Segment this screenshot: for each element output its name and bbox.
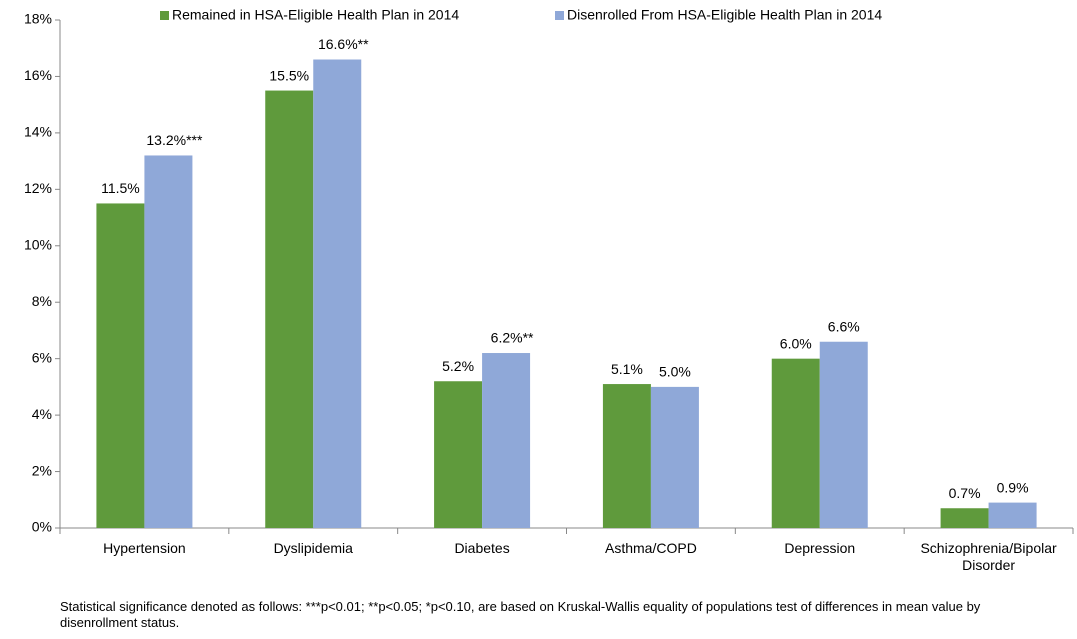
x-tick-label: Diabetes [454, 540, 510, 556]
data-label: 6.6% [828, 318, 860, 334]
x-tick-label: Depression [784, 540, 856, 556]
bar [602, 384, 651, 528]
y-tick-label: 10% [24, 236, 52, 252]
bar [482, 353, 531, 528]
data-label: 0.7% [949, 485, 981, 501]
data-label: 13.2%*** [146, 132, 203, 148]
legend-label: Remained in HSA-Eligible Health Plan in … [172, 7, 459, 23]
y-tick-label: 16% [24, 67, 52, 83]
bar [144, 155, 193, 528]
data-label: 0.9% [997, 479, 1029, 495]
x-tick-label: Dyslipidemia [273, 540, 353, 556]
bar [940, 508, 989, 528]
data-label: 6.2%** [491, 330, 534, 346]
data-label: 15.5% [269, 67, 309, 83]
data-label: 6.0% [780, 335, 812, 351]
data-label: 5.0% [659, 364, 691, 380]
bar [313, 59, 362, 529]
y-tick-label: 2% [32, 462, 52, 478]
bar [771, 358, 820, 528]
y-tick-label: 4% [32, 406, 52, 422]
data-label: 5.1% [611, 361, 643, 377]
y-tick-label: 0% [32, 519, 52, 535]
y-tick-label: 6% [32, 349, 52, 365]
data-label: 5.2% [442, 358, 474, 374]
legend-swatch [555, 11, 564, 20]
y-tick-label: 12% [24, 180, 52, 196]
bar [819, 341, 868, 528]
x-tick-label: Asthma/COPD [605, 540, 697, 556]
y-tick-label: 14% [24, 124, 52, 140]
legend-swatch [160, 11, 169, 20]
y-tick-label: 8% [32, 293, 52, 309]
bar [96, 203, 145, 528]
data-label: 16.6%** [318, 36, 369, 52]
bar [988, 502, 1037, 528]
x-tick-label: Schizophrenia/Bipolar Disorder [920, 540, 1057, 573]
data-label: 11.5% [101, 180, 140, 196]
y-tick-label: 18% [24, 11, 52, 27]
x-tick-label: Hypertension [103, 540, 186, 556]
bar [650, 386, 699, 528]
bar [265, 90, 314, 529]
bar [434, 381, 483, 528]
footnote: Statistical significance denoted as foll… [60, 599, 981, 630]
legend-label: Disenrolled From HSA-Eligible Health Pla… [567, 7, 882, 23]
